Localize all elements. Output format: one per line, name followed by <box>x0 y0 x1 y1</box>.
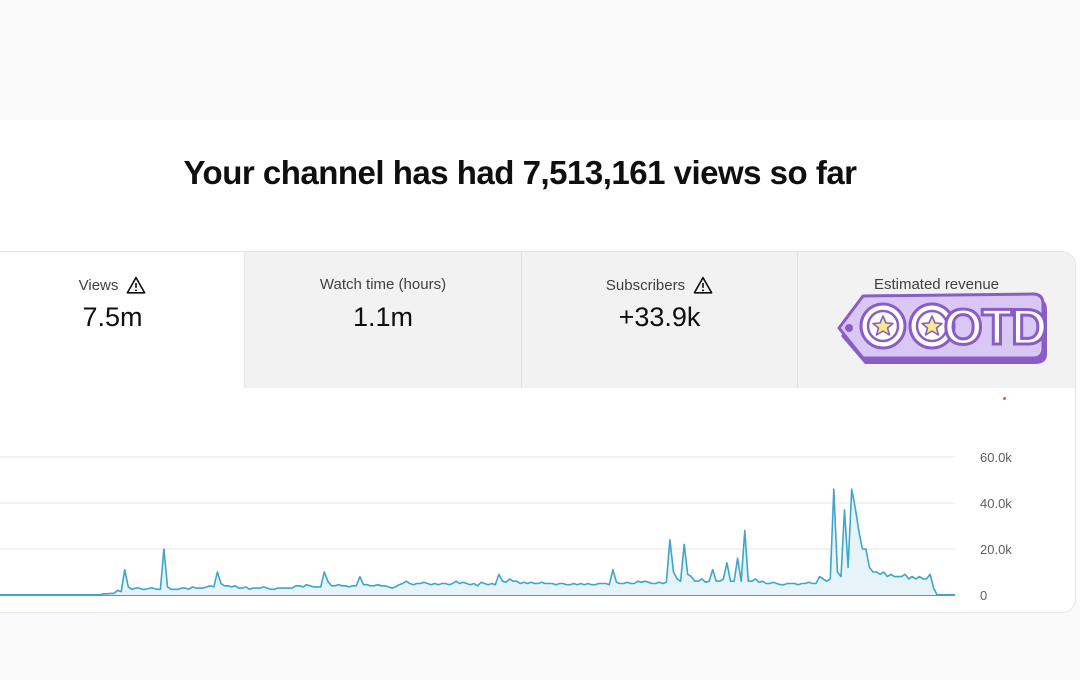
tab-subscribers-label: Subscribers <box>605 276 686 294</box>
views-line-chart[interactable]: 0 20.0k 40.0k 60.0k <box>0 390 1080 605</box>
y-tick-label-2: 40.0k <box>980 496 1012 511</box>
y-tick-label-0: 0 <box>980 588 987 603</box>
tab-watch-time-label: Watch time (hours) <box>319 276 447 293</box>
chart-y-axis: 0 20.0k 40.0k 60.0k <box>980 450 1012 603</box>
metric-tabs: Views 7.5m Watch time (hours) 1.1m Subsc… <box>0 252 1075 388</box>
top-band <box>0 0 1080 120</box>
otd-sticker-icon: OTD <box>837 292 1049 364</box>
analytics-card: Views 7.5m Watch time (hours) 1.1m Subsc… <box>0 251 1076 613</box>
warning-icon <box>126 276 146 294</box>
tab-watch-time[interactable]: Watch time (hours) 1.1m <box>245 252 522 388</box>
y-tick-label-3: 60.0k <box>980 450 1012 465</box>
chart-gridlines <box>0 456 955 596</box>
tab-subscribers[interactable]: Subscribers +33.9k <box>522 252 798 388</box>
channel-views-headline: Your channel has had 7,513,161 views so … <box>183 154 857 191</box>
marker-dot <box>1003 397 1006 400</box>
tab-watch-time-value: 1.1m <box>352 302 414 332</box>
tab-subscribers-value: +33.9k <box>618 302 701 332</box>
warning-icon <box>693 276 713 294</box>
tab-estimated-revenue-label: Estimated revenue <box>873 276 1000 293</box>
views-series-line <box>0 488 955 596</box>
tab-views-label: Views <box>78 276 119 294</box>
sticker-text: OTD <box>944 299 1047 355</box>
bottom-band <box>0 600 1080 680</box>
tab-views-value: 7.5m <box>82 302 143 332</box>
y-tick-label-1: 20.0k <box>980 542 1012 557</box>
views-series-area <box>0 489 955 595</box>
tab-views[interactable]: Views 7.5m <box>0 252 245 388</box>
